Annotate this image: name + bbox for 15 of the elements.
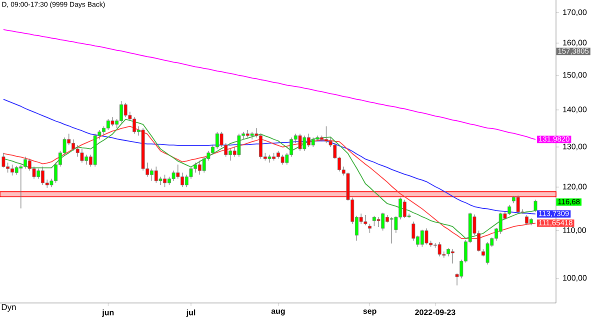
candlestick (268, 154, 272, 163)
candlestick (376, 216, 380, 228)
candlestick (368, 224, 372, 234)
candlestick (110, 116, 114, 127)
candlestick (298, 133, 302, 152)
candlestick (412, 221, 416, 242)
candlestick (424, 228, 428, 245)
candlestick (316, 135, 320, 142)
candlestick (237, 133, 241, 158)
candlestick (80, 148, 84, 163)
candlestick (2, 152, 6, 168)
candlestick (450, 248, 454, 264)
text: Dyn (2, 304, 16, 312)
candlestick (525, 214, 529, 226)
candlestick (534, 199, 538, 212)
